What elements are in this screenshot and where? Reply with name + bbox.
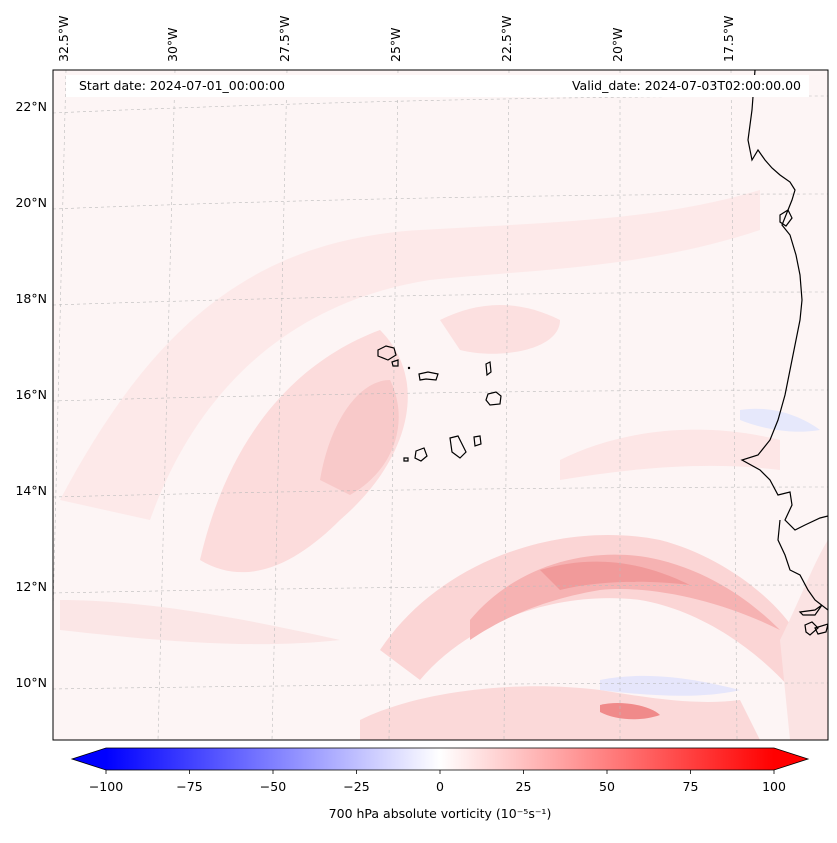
vorticity-field [53, 70, 828, 740]
colorbar-tick-label: 75 [683, 779, 699, 794]
lat-label: 20°N [15, 195, 47, 210]
colorbar-tick-label: −100 [89, 779, 123, 794]
lon-label: 27.5°W [277, 16, 292, 62]
lat-label: 22°N [15, 99, 47, 114]
colorbar: −100 −75 −50 −25 0 25 50 75 100 [70, 747, 810, 794]
colorbar-body [106, 748, 774, 770]
lat-label: 16°N [15, 387, 47, 402]
map-frame [52, 69, 829, 741]
colorbar-tick-label: 25 [516, 779, 532, 794]
colorbar-high-extend [774, 748, 808, 770]
coastlines [377, 70, 828, 636]
colorbar-tick-labels: −100 −75 −50 −25 0 25 50 75 100 [89, 779, 786, 794]
colorbar-ticks [105, 770, 775, 774]
lat-label: 18°N [15, 291, 47, 306]
colorbar-tick-label: −25 [343, 779, 369, 794]
valid-date-label: Valid_date: 2024-07-03T02:00:00.00 [571, 78, 801, 93]
lon-label: 32.5°W [56, 16, 71, 62]
lon-labels: 32.5°W 30°W 27.5°W 25°W 22.5°W 20°W 17.5… [56, 16, 736, 62]
colorbar-tick-label: 50 [599, 779, 615, 794]
colorbar-tick-label: 0 [436, 779, 444, 794]
lat-label: 10°N [15, 675, 47, 690]
graticule [53, 70, 828, 740]
lat-label: 12°N [15, 579, 47, 594]
lon-label: 22.5°W [499, 16, 514, 62]
start-date-label: Start date: 2024-07-01_00:00:00 [79, 78, 285, 93]
lon-label: 30°W [165, 27, 180, 62]
header-band [66, 75, 809, 97]
colorbar-tick-label: 100 [762, 779, 786, 794]
lon-label: 17.5°W [721, 16, 736, 62]
lon-label: 25°W [388, 27, 403, 62]
islet-dot [407, 366, 411, 370]
colorbar-tick-label: −50 [260, 779, 286, 794]
lat-labels: 22°N 20°N 18°N 16°N 14°N 12°N 10°N [15, 99, 47, 690]
lon-label: 20°W [610, 27, 625, 62]
colorbar-low-extend [72, 748, 106, 770]
colorbar-title: 700 hPa absolute vorticity (10⁻⁵s⁻¹) [328, 806, 552, 821]
colorbar-tick-label: −75 [176, 779, 202, 794]
lat-label: 14°N [15, 483, 47, 498]
